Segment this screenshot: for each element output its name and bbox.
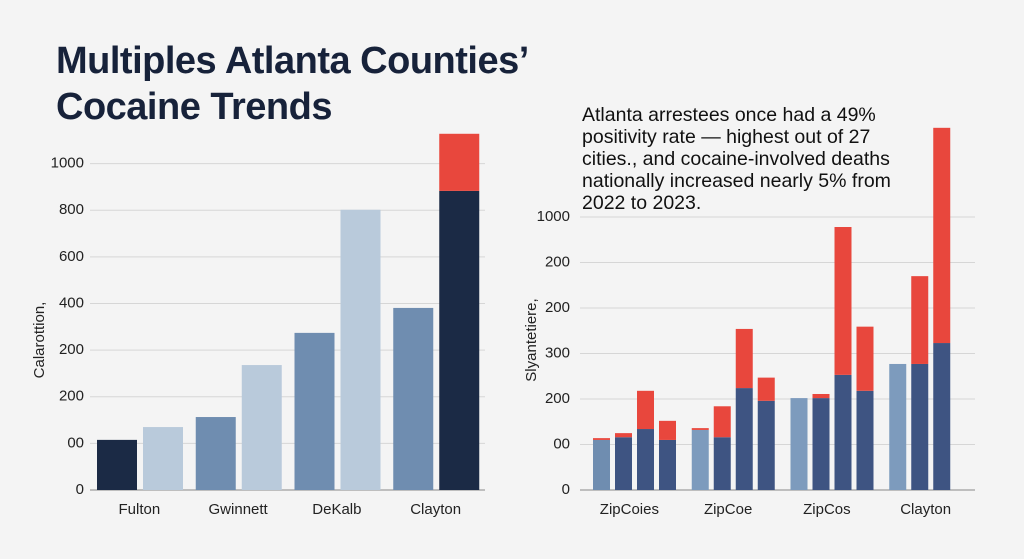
y-tick-label: 200 — [59, 388, 84, 405]
bar-segment — [294, 332, 335, 490]
bar-segment — [615, 437, 632, 490]
bar-segment — [889, 363, 907, 490]
y-tick-label: 200 — [59, 341, 84, 358]
y-axis-label: Calarottion, — [31, 302, 48, 379]
y-tick-label: 200 — [545, 299, 570, 316]
y-tick-label: 600 — [59, 248, 84, 265]
bar-segment — [691, 429, 709, 490]
y-tick-label: 0 — [76, 481, 84, 498]
bar-segment — [933, 343, 951, 490]
bar-segment — [834, 227, 852, 375]
x-tick-label: ZipCos — [803, 501, 851, 518]
bar-segment — [439, 133, 480, 191]
bar-segment — [143, 427, 183, 490]
bar-segment — [834, 374, 852, 490]
bar-segment — [812, 398, 830, 490]
bar-segment — [97, 439, 137, 490]
y-tick-label: 800 — [59, 201, 84, 218]
bar-segment — [659, 420, 676, 440]
y-tick-label: 200 — [545, 253, 570, 270]
x-tick-label: Fulton — [119, 501, 161, 518]
bar-segment — [659, 439, 676, 490]
x-tick-label: Clayton — [900, 501, 951, 518]
bar-segment — [637, 429, 654, 490]
x-tick-label: Gwinnett — [209, 501, 269, 518]
bar-segment — [812, 393, 830, 399]
y-tick-label: 300 — [545, 344, 570, 361]
bar-segment — [340, 209, 381, 490]
bar-segment — [691, 428, 709, 430]
x-tick-label: Clayton — [410, 501, 461, 518]
bar-segment — [856, 326, 874, 391]
y-tick-label: 200 — [545, 390, 570, 407]
bar-segment — [757, 400, 775, 490]
bar-segment — [393, 307, 434, 490]
x-tick-label: DeKalb — [312, 501, 361, 518]
bar-segment — [195, 417, 236, 490]
title: Multiples Atlanta Counties’ Cocaine Tren… — [56, 40, 527, 128]
bar-segment — [911, 276, 929, 364]
bar-segment — [615, 433, 632, 438]
bar-segment — [713, 406, 731, 438]
y-tick-label: 1000 — [537, 208, 570, 225]
x-tick-label: ZipCoies — [600, 501, 659, 518]
y-tick-label: 0 — [562, 481, 570, 498]
y-axis-label: Slyantetiere, — [523, 298, 540, 381]
bar-segment — [790, 398, 808, 490]
bar-segment — [637, 390, 654, 430]
bar-segment — [735, 388, 753, 490]
annotation: Atlanta arrestees once had a 49% positiv… — [582, 104, 891, 214]
y-tick-label: 00 — [67, 434, 84, 451]
bar-segment — [757, 377, 775, 401]
y-tick-label: 1000 — [51, 155, 84, 172]
bar-segment — [241, 365, 282, 490]
bar-segment — [713, 437, 731, 490]
bar-segment — [911, 363, 929, 490]
bar-segment — [735, 328, 753, 389]
y-tick-label: 00 — [553, 435, 570, 452]
bar-segment — [933, 127, 951, 344]
bar-segment — [856, 390, 874, 490]
x-tick-label: ZipCoe — [704, 501, 752, 518]
y-tick-label: 400 — [59, 294, 84, 311]
bar-segment — [593, 438, 610, 440]
bar-segment — [593, 439, 610, 490]
bar-segment — [439, 190, 480, 490]
